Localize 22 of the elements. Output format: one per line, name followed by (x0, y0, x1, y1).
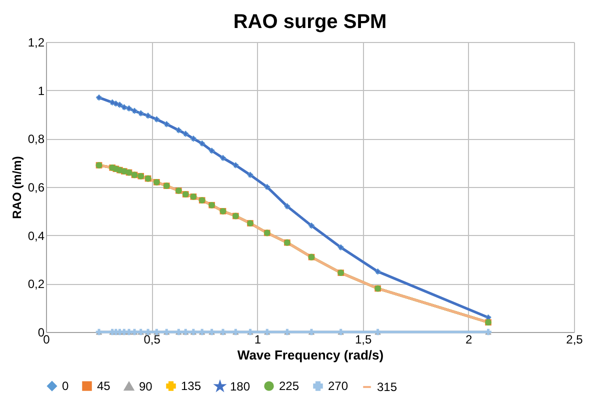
x-tick-label: 0,5 (144, 332, 161, 346)
y-axis-title: RAO (m/m) (10, 156, 24, 219)
legend-label: 180 (230, 379, 250, 394)
legend-label: 45 (97, 379, 111, 394)
legend-label: 270 (328, 379, 348, 394)
y-tick-label: 0,4 (28, 228, 45, 243)
x-tick-label: 1 (254, 332, 262, 346)
legend-label: 90 (139, 379, 153, 394)
chart-title: RAO surge SPM (233, 11, 387, 33)
x-axis-title: Wave Frequency (rad/s) (237, 348, 384, 362)
y-tick-label: 0,8 (28, 132, 45, 146)
legend-label: 135 (181, 379, 202, 394)
y-tick-label: 0,2 (28, 277, 45, 292)
x-tick-label: 2 (466, 332, 473, 346)
legend-label: 225 (279, 379, 300, 394)
x-tick-label: 1,5 (354, 332, 372, 346)
legend-label: 315 (377, 380, 398, 394)
y-tick-label: 1,2 (28, 36, 45, 50)
x-tick-label: 2,5 (566, 332, 584, 346)
y-tick-label: 0,6 (28, 180, 45, 194)
legend-label: 0 (62, 379, 69, 394)
y-tick-label: 1 (38, 84, 45, 98)
